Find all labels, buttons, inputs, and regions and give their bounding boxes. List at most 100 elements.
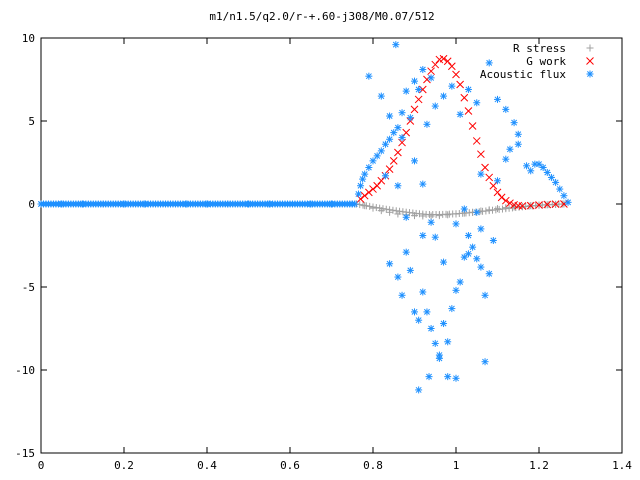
data-point <box>369 157 377 165</box>
data-point <box>365 163 373 171</box>
data-point <box>389 156 398 165</box>
data-point <box>543 168 551 176</box>
data-point <box>527 167 535 175</box>
data-point <box>456 278 464 286</box>
data-point <box>390 129 398 137</box>
data-point <box>411 308 418 316</box>
data-point <box>392 41 400 49</box>
data-point <box>385 165 394 173</box>
data-point <box>452 220 460 228</box>
data-point <box>448 82 456 90</box>
data-point <box>485 270 493 278</box>
data-point <box>489 237 497 245</box>
data-point <box>406 114 414 122</box>
data-point <box>425 373 433 381</box>
data-point <box>381 172 389 180</box>
data-point <box>410 105 419 114</box>
x-tick-label: 1 <box>453 459 460 472</box>
data-point <box>386 206 394 214</box>
data-point <box>556 185 564 193</box>
axis-ticks: 0 0.2 0.4 0.6 0.8 1 1.2 1.4 10 5 0 -5 -10 -15 <box>15 32 632 472</box>
data-point <box>560 200 568 208</box>
legend-marker <box>586 57 594 65</box>
data-point <box>362 202 370 210</box>
data-point <box>423 120 431 128</box>
data-point <box>415 85 423 93</box>
data-point <box>366 202 374 210</box>
data-point <box>564 198 572 206</box>
data-point <box>354 190 362 198</box>
x-tick-label: 1.4 <box>612 459 632 472</box>
data-point <box>464 85 472 93</box>
data-point <box>456 80 465 89</box>
y-tick-label: -15 <box>15 447 35 460</box>
data-point <box>373 152 381 160</box>
data-point <box>452 286 460 294</box>
data-point <box>351 200 359 208</box>
data-point <box>382 205 390 213</box>
data-point <box>389 206 397 214</box>
data-point <box>402 87 410 95</box>
legend-label: R stress <box>513 42 566 55</box>
data-point <box>411 157 418 165</box>
data-point <box>506 199 514 208</box>
data-point <box>419 232 427 240</box>
data-point <box>440 92 448 100</box>
data-point <box>373 181 382 190</box>
data-point <box>431 339 439 347</box>
data-point <box>481 163 489 172</box>
data-point <box>477 150 485 159</box>
data-point <box>431 233 439 241</box>
data-point <box>402 213 410 221</box>
x-tick-label: 1.2 <box>529 459 549 472</box>
series-plus <box>37 200 568 220</box>
series-star <box>37 41 572 394</box>
data-point <box>543 200 552 209</box>
data-point <box>360 191 369 200</box>
data-point <box>514 130 522 138</box>
data-point <box>394 182 402 190</box>
data-point <box>431 102 439 110</box>
data-point <box>440 258 448 266</box>
x-tick-label: 0.2 <box>114 459 134 472</box>
data-point <box>497 193 506 202</box>
data-point <box>398 109 406 117</box>
data-point <box>443 57 452 66</box>
data-point <box>493 188 502 197</box>
x-tick-label: 0.6 <box>280 459 300 472</box>
data-point <box>431 60 440 69</box>
data-point <box>411 77 418 85</box>
data-point <box>394 124 402 132</box>
y-tick-label: 0 <box>28 198 35 211</box>
data-point <box>514 140 522 148</box>
data-point <box>381 140 389 148</box>
data-point <box>501 196 510 205</box>
data-point <box>427 325 435 332</box>
data-point <box>435 351 443 359</box>
data-point <box>473 99 481 107</box>
data-point <box>394 273 402 281</box>
data-point <box>365 72 373 80</box>
x-tick-label: 0.4 <box>197 459 217 472</box>
data-point <box>419 180 427 188</box>
data-point <box>415 386 423 394</box>
data-point <box>506 145 514 153</box>
data-point <box>464 250 472 258</box>
data-point <box>485 59 493 67</box>
data-point <box>502 105 510 113</box>
data-point <box>481 291 489 299</box>
data-point <box>439 54 448 63</box>
data-point <box>477 170 485 178</box>
data-point <box>357 182 365 190</box>
data-point <box>472 137 481 145</box>
data-point <box>464 232 472 240</box>
data-point <box>419 288 427 296</box>
data-point <box>494 95 501 103</box>
data-point <box>518 202 527 210</box>
data-point <box>377 92 385 100</box>
data-point <box>423 308 431 316</box>
data-point <box>377 147 385 155</box>
data-point <box>552 178 560 186</box>
data-point <box>356 201 364 209</box>
